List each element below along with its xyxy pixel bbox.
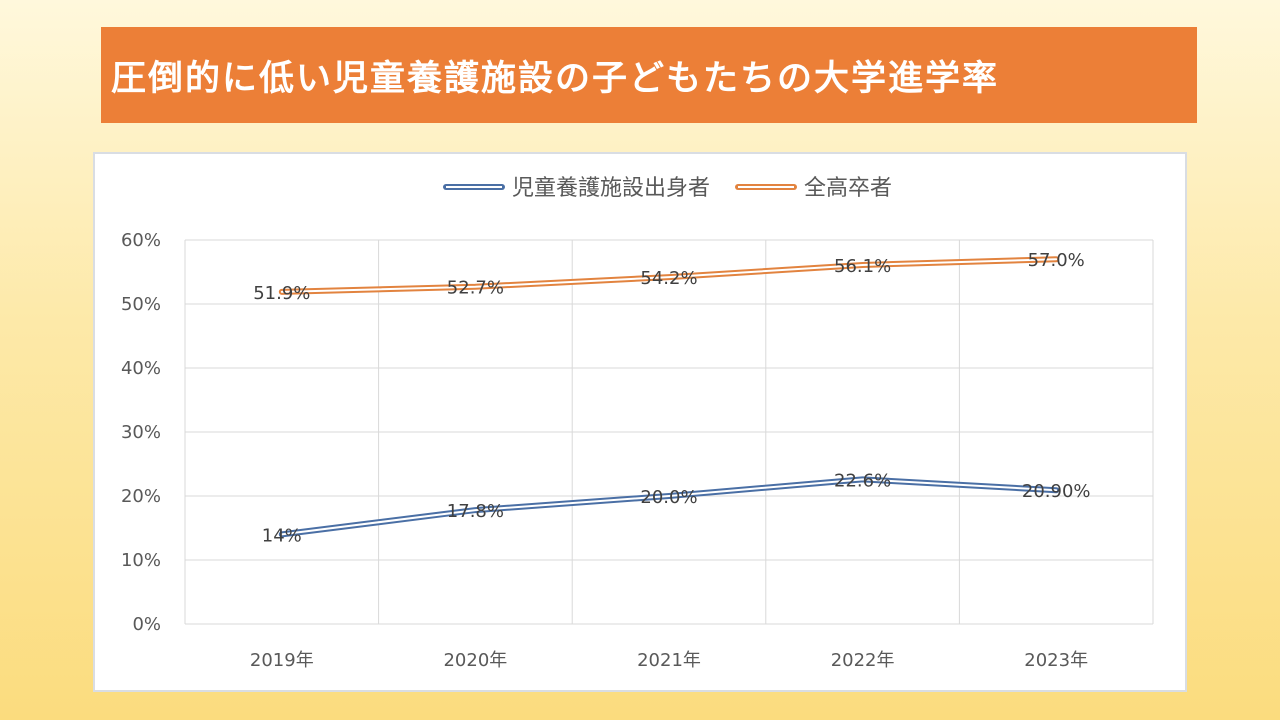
- x-tick-label: 2021年: [637, 650, 701, 671]
- page-title: 圧倒的に低い児童養護施設の子どもたちの大学進学率: [111, 58, 1000, 99]
- legend-label: 全高卒者: [804, 176, 892, 201]
- data-label: 20.90%: [1022, 481, 1091, 502]
- y-tick-label: 50%: [121, 294, 161, 315]
- data-label: 52.7%: [447, 278, 504, 299]
- line-chart: 0% 10% 20% 30% 40% 50% 60% 2019年 2020年 2021年 2022年…: [121, 176, 1154, 671]
- x-tick-label: 2022年: [831, 650, 895, 671]
- data-label: 51.9%: [253, 283, 310, 304]
- data-label: 17.8%: [447, 501, 504, 522]
- y-tick-label: 0%: [132, 614, 161, 635]
- series-line-inner-2: [280, 258, 1058, 293]
- data-label: 54.2%: [640, 268, 697, 289]
- data-label: 22.6%: [834, 470, 891, 491]
- series-line-inner-1: [280, 478, 1058, 536]
- y-tick-label: 40%: [121, 358, 161, 379]
- y-tick-label: 10%: [121, 550, 161, 571]
- x-tick-label: 2023年: [1024, 650, 1088, 671]
- y-tick-label: 60%: [121, 230, 161, 251]
- y-tick-label: 20%: [121, 486, 161, 507]
- data-label: 14%: [262, 525, 302, 546]
- legend-label: 児童養護施設出身者: [512, 176, 710, 201]
- data-label: 57.0%: [1028, 250, 1085, 271]
- y-tick-label: 30%: [121, 422, 161, 443]
- x-tick-label: 2019年: [250, 650, 314, 671]
- data-label: 20.0%: [640, 487, 697, 508]
- data-label: 56.1%: [834, 256, 891, 277]
- x-tick-label: 2020年: [443, 650, 507, 671]
- title-banner: 圧倒的に低い児童養護施設の子どもたちの大学進学率: [101, 27, 1197, 123]
- chart-panel: 0% 10% 20% 30% 40% 50% 60% 2019年 2020年 2021年 2022年…: [93, 152, 1187, 692]
